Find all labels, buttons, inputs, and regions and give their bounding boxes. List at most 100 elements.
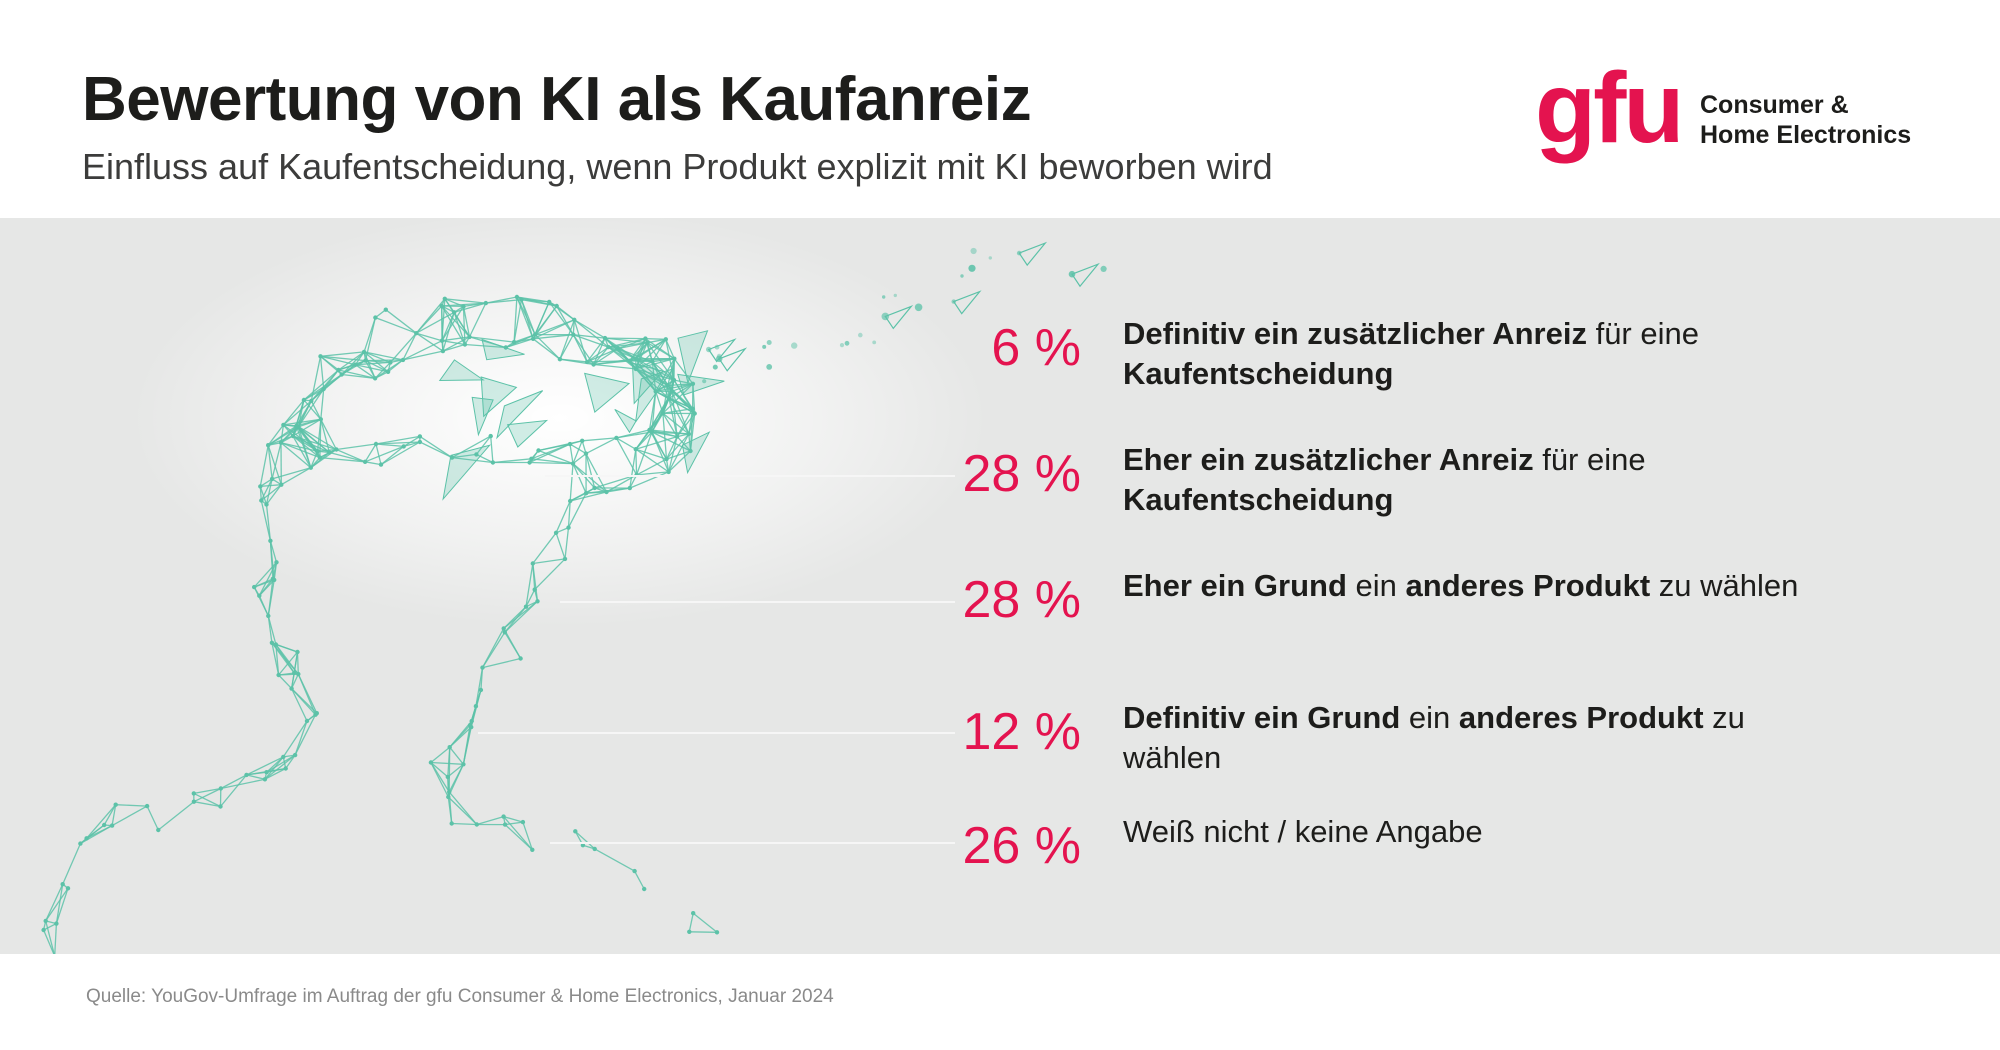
mesh-edge	[594, 474, 637, 489]
mesh-edge	[303, 399, 322, 420]
mesh-edge	[193, 801, 221, 808]
mesh-edge	[86, 825, 113, 839]
mesh-edge	[441, 340, 466, 346]
mesh-edge	[555, 532, 566, 560]
mesh-node	[156, 827, 161, 833]
mesh-edge	[604, 337, 648, 344]
label-part: ein	[1346, 568, 1406, 603]
mesh-node	[447, 745, 452, 750]
mesh-node	[252, 584, 257, 590]
mesh-edge	[264, 756, 284, 780]
mesh-node	[514, 294, 520, 300]
mesh-edge	[271, 442, 282, 480]
mesh-edge	[294, 720, 308, 756]
mesh-node	[292, 752, 298, 758]
mesh-node	[633, 447, 638, 452]
mesh-edge	[513, 333, 536, 343]
mesh-edge	[586, 346, 609, 363]
mesh-edge	[665, 339, 675, 359]
mesh-node	[660, 411, 666, 416]
mesh-node	[686, 431, 691, 437]
mesh-node	[523, 604, 529, 609]
mesh-edge	[671, 391, 678, 437]
mesh-node	[314, 711, 319, 716]
mesh-node	[501, 626, 506, 631]
mesh-edge	[296, 651, 299, 675]
mesh-node	[687, 929, 692, 934]
mesh-node	[281, 422, 286, 428]
mesh-edge	[296, 418, 321, 427]
mesh-edge	[585, 453, 608, 493]
mesh-edge	[246, 756, 284, 776]
mesh-edge	[278, 674, 293, 690]
mesh-node	[501, 814, 506, 819]
mesh-edge	[666, 450, 691, 460]
mesh-edge	[476, 453, 494, 464]
mesh-edge	[298, 426, 337, 451]
mesh-node	[336, 367, 341, 373]
mesh-edge	[267, 615, 273, 643]
mesh-edge	[341, 373, 376, 379]
mesh-edge	[548, 301, 574, 336]
mesh-edge	[430, 746, 451, 764]
mesh-node	[378, 462, 384, 467]
mesh-node	[557, 357, 563, 362]
mesh-edge	[442, 336, 470, 352]
mesh-facet	[635, 367, 675, 423]
mesh-edge	[380, 445, 405, 466]
mesh-edge	[441, 312, 455, 341]
mesh-node	[553, 530, 559, 535]
mesh-edge	[193, 792, 221, 808]
mesh-node	[144, 803, 150, 809]
label-part: ein	[1400, 700, 1459, 735]
mesh-node	[417, 439, 423, 445]
mesh-node	[632, 868, 637, 874]
mesh-edge	[451, 456, 493, 464]
mesh-edge	[532, 563, 536, 590]
mesh-edge	[43, 923, 57, 931]
mesh-node	[318, 354, 323, 359]
particle	[858, 332, 863, 338]
label-part: für eine	[1533, 442, 1646, 477]
mesh-facet	[631, 362, 664, 405]
mesh-node	[315, 449, 320, 454]
label-bold-part: Definitiv ein Grund	[1123, 700, 1401, 735]
mesh-node	[671, 377, 677, 383]
mesh-edge	[303, 369, 339, 401]
mesh-edge	[430, 762, 449, 778]
mesh-node	[692, 411, 697, 416]
mesh-node	[362, 459, 368, 464]
particle	[872, 340, 877, 345]
mesh-edge	[295, 425, 312, 468]
mesh-edge	[449, 746, 464, 765]
label-bold-part: anderes Produkt	[1405, 568, 1651, 603]
mesh-node	[321, 386, 326, 392]
mesh-node	[691, 911, 696, 916]
mesh-edge	[283, 418, 321, 426]
mesh-node	[269, 476, 275, 482]
mesh-node	[627, 358, 632, 363]
mesh-node	[272, 577, 277, 583]
label-part: zu wählen	[1123, 700, 1745, 775]
mesh-node	[467, 334, 472, 340]
mesh-node	[363, 358, 368, 363]
mesh-edge	[572, 463, 587, 494]
mesh-edge	[292, 418, 322, 437]
mesh-edge	[402, 332, 417, 361]
mesh-edge	[662, 413, 668, 460]
category-label: Eher ein zusätzlicher Anreiz für eine Ka…	[1123, 440, 1823, 520]
mesh-edge	[415, 332, 444, 352]
mesh-node	[536, 448, 541, 453]
mesh-node	[428, 760, 434, 765]
mesh-edge	[671, 383, 694, 392]
mesh-edge	[365, 360, 389, 373]
mesh-edge	[329, 451, 366, 463]
mesh-node	[665, 383, 670, 388]
mesh-node	[289, 686, 294, 691]
mesh-edge	[193, 787, 222, 803]
mesh-node	[580, 843, 586, 848]
mesh-edge	[525, 589, 536, 607]
mesh-edge	[444, 298, 464, 308]
mesh-edge	[538, 443, 571, 452]
mesh-edge	[441, 336, 470, 342]
